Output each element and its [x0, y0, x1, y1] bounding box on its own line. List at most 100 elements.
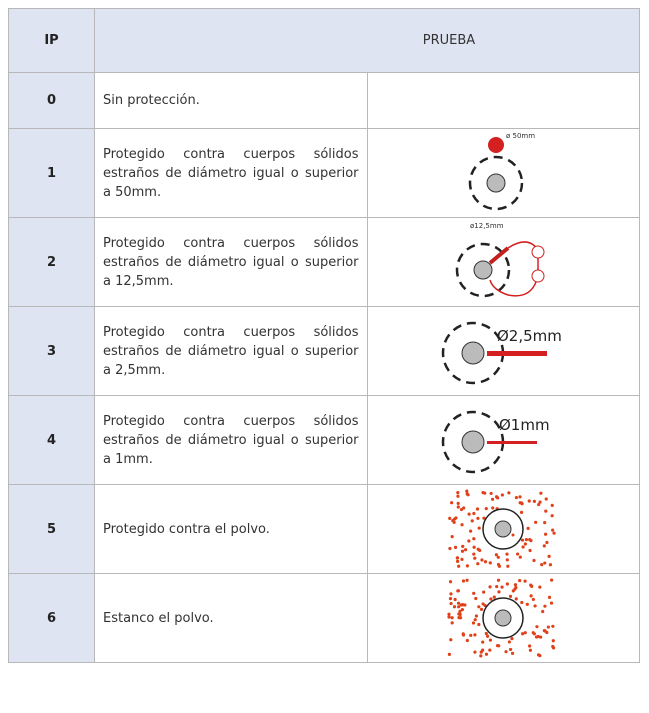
dust-dot — [488, 648, 492, 652]
dust-dot — [535, 625, 539, 629]
test-cell: Ø1mm — [366, 395, 640, 485]
dust-dot — [530, 584, 534, 588]
test-icon: ø12,5mm — [456, 222, 545, 298]
dust-dot — [449, 592, 453, 596]
dust-dot — [508, 640, 512, 644]
dashed-ring — [456, 242, 511, 298]
dust-dot — [492, 595, 497, 599]
desc-cell: Protegido contra cuerpos sólidos estraño… — [94, 306, 368, 396]
dust-dot — [529, 594, 533, 598]
dust-dot — [461, 549, 465, 553]
dust-dot — [474, 596, 478, 601]
dust-dot — [523, 631, 528, 635]
lamp — [531, 245, 545, 259]
dust-dot — [533, 499, 537, 503]
dust-dot — [498, 564, 502, 568]
ip-cell: 6 — [8, 573, 95, 663]
ip-cell: 1 — [8, 128, 95, 218]
dust-dot — [552, 531, 556, 535]
wire — [489, 241, 539, 297]
dust-dot — [472, 591, 476, 595]
dust-dot — [539, 491, 543, 495]
dust-dot — [511, 533, 515, 537]
dust-dot — [450, 616, 454, 620]
dust-dots — [448, 489, 556, 568]
dust-dot — [528, 538, 532, 542]
dust-dot — [447, 612, 451, 616]
dust-dot — [456, 501, 461, 505]
dust-dot — [456, 559, 460, 563]
desc-cell: Sin protección. — [94, 72, 368, 129]
dust-dot — [456, 589, 460, 593]
test-label: Ø2,5mm — [497, 327, 562, 345]
dust-dot — [504, 650, 508, 654]
dust-dot — [543, 628, 547, 633]
source — [531, 269, 545, 283]
dust-dot — [500, 585, 504, 589]
dust-dot — [550, 514, 555, 518]
dust-dot — [489, 638, 493, 642]
header-text: PRUEBA — [422, 33, 476, 48]
dust-dot — [525, 602, 530, 606]
dust-dot — [537, 502, 541, 507]
dust-dot — [450, 621, 455, 625]
dust-dot — [447, 615, 451, 619]
dust-dots — [447, 578, 556, 658]
dust-dot — [532, 558, 536, 563]
row: 5 Protegido contra el polvo. — [8, 484, 640, 574]
dust-dot — [538, 500, 542, 504]
dust-dot — [455, 556, 460, 560]
row: 1 Protegido contra cuerpos sólidos estra… — [8, 128, 640, 218]
dust-dot — [547, 625, 551, 629]
dust-dot — [476, 507, 480, 511]
probe — [488, 246, 510, 265]
dust-dot — [488, 585, 492, 589]
dust-dot — [497, 578, 501, 582]
dust-dot — [469, 633, 473, 637]
dust-dot — [448, 652, 452, 656]
dust-dot — [464, 548, 468, 552]
dust-dot — [521, 538, 525, 542]
dust-dot — [520, 510, 524, 514]
test-label: ø12,5mm — [470, 222, 504, 230]
dust-dot — [491, 497, 495, 501]
dust-dot — [466, 564, 470, 568]
dust-dot — [486, 634, 490, 638]
dust-dot — [550, 601, 554, 605]
test-icon: ø 50mm — [469, 132, 535, 211]
header-row: IP PRUEBA — [8, 8, 640, 73]
dust-dot — [544, 497, 549, 501]
dust-dot — [449, 601, 453, 606]
dust-dot — [448, 546, 452, 551]
dust-dot — [480, 607, 484, 611]
dust-dot — [476, 516, 480, 520]
dust-dot — [460, 557, 464, 561]
test-icon: Ø1mm — [442, 410, 550, 474]
test-label: ø 50mm — [506, 132, 535, 140]
dust-dot — [551, 528, 555, 532]
dust-dot — [491, 506, 495, 510]
dust-dot — [518, 555, 523, 559]
dust-dot — [540, 562, 544, 567]
dust-dot — [466, 638, 470, 643]
row: 0 Sin protección. — [8, 72, 640, 129]
dust-dot — [533, 604, 537, 608]
dust-dot — [484, 507, 489, 511]
dust-dot — [550, 578, 554, 582]
dust-dot — [465, 492, 470, 496]
dust-dot — [532, 597, 536, 602]
desc-cell: Protegido contra cuerpos sólidos estraño… — [94, 128, 368, 218]
dust-dot — [526, 526, 530, 530]
dust-dot — [541, 609, 545, 614]
dust-dot — [477, 526, 482, 530]
dust-dot — [484, 560, 488, 564]
dust-dot — [453, 605, 457, 609]
dust-dot — [551, 624, 555, 628]
ip-cell: 4 — [8, 395, 95, 485]
dust-dot — [544, 532, 548, 536]
test-cell — [366, 484, 640, 574]
dust-dot — [528, 548, 532, 553]
dust-dot — [461, 544, 465, 548]
dust-dot — [550, 503, 555, 507]
dust-dot — [505, 552, 509, 556]
